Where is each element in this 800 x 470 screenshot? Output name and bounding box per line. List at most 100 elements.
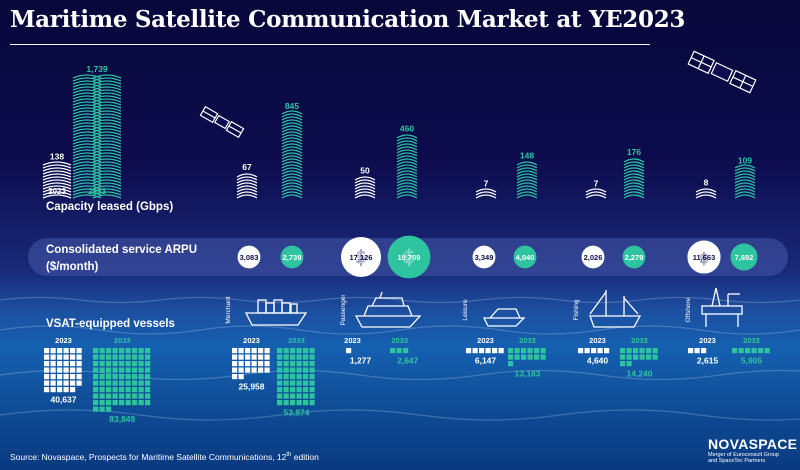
vessels-row-label: VSAT-equipped vessels <box>46 318 175 330</box>
vessel-square <box>99 374 105 380</box>
vessel-label-2023: 4,640 <box>587 356 609 366</box>
capacity-bar-2023 <box>585 188 607 199</box>
capacity-bar-2033 <box>623 158 645 199</box>
vessel-square <box>232 348 238 354</box>
vessel-square <box>751 348 757 354</box>
vessel-square <box>764 348 770 354</box>
bar-segment <box>92 122 122 127</box>
capacity-label-2033: 176 <box>627 147 641 157</box>
bar-segment <box>72 92 102 97</box>
vessel-square <box>290 400 296 406</box>
vessel-square <box>245 361 251 367</box>
vessel-square <box>132 380 138 386</box>
bar-segment <box>42 179 72 184</box>
bar-segment <box>516 170 538 175</box>
novaspace-logo: NOVASPACE <box>708 436 798 452</box>
vessel-square <box>106 380 112 386</box>
vessel-square <box>466 348 472 354</box>
vessel-grid-2023 <box>232 348 270 380</box>
vessel-square <box>125 400 131 406</box>
vessel-square <box>283 348 289 354</box>
capacity-bar-2033 <box>92 74 122 199</box>
bar-segment <box>72 125 102 130</box>
vessel-square <box>63 374 69 380</box>
vessel-square <box>303 354 309 360</box>
vessel-year-2023: 2023 <box>589 336 606 345</box>
bar-segment <box>72 185 102 190</box>
vessel-square <box>70 387 76 393</box>
vessel-square <box>264 361 270 367</box>
vessel-square <box>138 361 144 367</box>
vessel-square <box>303 380 309 386</box>
bar-segment <box>42 170 72 175</box>
arpu-label-2033: 2,739 <box>283 253 302 262</box>
vessel-square <box>99 354 105 360</box>
bar-segment <box>734 173 756 178</box>
bar-segment <box>72 140 102 145</box>
source-tail: edition <box>291 452 319 462</box>
bar-segment <box>72 116 102 121</box>
bar-segment <box>396 155 418 160</box>
vessel-square <box>232 361 238 367</box>
bar-segment <box>42 194 72 199</box>
vessel-square <box>264 354 270 360</box>
vessel-square <box>508 354 514 360</box>
vessel-square <box>145 367 151 373</box>
vessel-grid-2033 <box>93 348 151 412</box>
bar-segment <box>281 149 303 154</box>
vessel-square <box>309 387 315 393</box>
bar-segment <box>72 101 102 106</box>
vessel-square <box>119 367 125 373</box>
vessel-square <box>99 406 105 412</box>
arpu-circle-2033 <box>622 245 646 269</box>
bar-segment <box>72 107 102 112</box>
vessel-square <box>106 387 112 393</box>
capacity-label-2023: 50 <box>360 165 370 175</box>
bar-segment <box>623 164 645 169</box>
logo-tagline: Merger of Euroconsult Group and SpaceTec… <box>708 452 779 464</box>
bar-segment <box>281 119 303 124</box>
vessel-square <box>758 348 764 354</box>
vessel-square <box>138 400 144 406</box>
arpu-row-label-line2: ($/month) <box>46 261 99 273</box>
vessel-square <box>620 354 626 360</box>
bar-segment <box>92 125 122 130</box>
vessel-square <box>514 354 520 360</box>
bar-segment <box>92 92 122 97</box>
vessel-square <box>106 400 112 406</box>
source-note: Source: Novaspace, Prospects for Maritim… <box>10 452 319 462</box>
vessel-square <box>106 361 112 367</box>
vessel-square <box>238 361 244 367</box>
vessel-square <box>290 387 296 393</box>
bar-segment <box>396 194 418 199</box>
vessel-square <box>63 354 69 360</box>
vessel-square <box>125 387 131 393</box>
bar-segment <box>585 191 607 196</box>
bar-segment <box>475 191 497 196</box>
capacity-label-2033: 845 <box>285 101 299 111</box>
bar-segment <box>92 161 122 166</box>
arpu-circle-2023 <box>237 245 261 269</box>
bar-segment <box>42 161 72 166</box>
vessel-square <box>138 374 144 380</box>
satellite-icon <box>199 105 245 139</box>
vessel-square <box>99 367 105 373</box>
vessel-square <box>125 393 131 399</box>
vessel-label-2023: 6,147 <box>475 356 497 366</box>
bar-segment <box>734 188 756 193</box>
vessel-square <box>112 354 118 360</box>
arpu-row-label-line1: Consolidated service ARPU <box>46 244 198 256</box>
bar-segment <box>734 185 756 190</box>
bar-segment <box>695 191 717 196</box>
capacity-label-2033: 109 <box>738 155 752 165</box>
bar-segment <box>623 194 645 199</box>
vessel-square <box>701 348 707 354</box>
vessel-square <box>303 361 309 367</box>
vessel-square <box>283 393 289 399</box>
vessel-square <box>527 354 533 360</box>
vessel-square <box>93 361 99 367</box>
vessel-square <box>290 374 296 380</box>
bar-segment <box>396 161 418 166</box>
bar-segment <box>396 149 418 154</box>
vessel-square <box>277 393 283 399</box>
